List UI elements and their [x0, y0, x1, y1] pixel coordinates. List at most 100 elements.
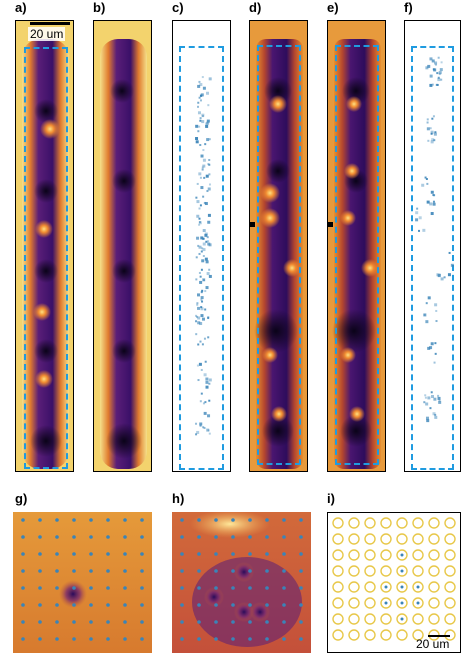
grid-ring	[396, 565, 408, 577]
scatter-point	[205, 124, 209, 128]
scatter-point	[201, 113, 205, 117]
grid-ring	[428, 613, 440, 625]
grid-dot	[214, 569, 218, 573]
scatter-point	[435, 309, 438, 312]
grid-dot	[38, 569, 42, 573]
scatter-point	[200, 250, 203, 253]
scatter-point	[197, 244, 200, 247]
scatter-point	[199, 322, 203, 326]
grid-dot	[21, 637, 25, 641]
grid-dot	[72, 552, 76, 556]
grid-dot	[231, 637, 235, 641]
panel-e-image	[327, 20, 386, 472]
grid-dot	[231, 569, 235, 573]
scatter-point	[437, 78, 441, 82]
scatter-point	[431, 117, 434, 120]
scatter-point	[195, 256, 198, 259]
scatter-point	[203, 201, 206, 204]
ring-center-dot	[416, 601, 420, 605]
scatter-point	[202, 86, 206, 90]
grid-dot	[180, 603, 184, 607]
scatter-point	[201, 76, 204, 79]
grid-dot	[197, 552, 201, 556]
scatter-point	[198, 252, 201, 255]
scatter-point	[204, 257, 208, 261]
scatter-point	[200, 314, 204, 318]
grid-ring	[428, 517, 440, 529]
scatter-point	[208, 432, 211, 435]
grid-dot	[106, 603, 110, 607]
grid-dot	[248, 603, 252, 607]
grid-dot	[89, 603, 93, 607]
scatter-point	[426, 419, 430, 423]
grid-ring	[332, 613, 344, 625]
scatter-point	[198, 96, 201, 99]
grid-dot	[140, 637, 144, 641]
grid-ring	[364, 549, 376, 561]
grid-ring	[412, 565, 424, 577]
scatter-point	[196, 302, 199, 305]
grid-dot	[89, 535, 93, 539]
panel-e-region-outline	[335, 45, 379, 465]
grid-ring	[348, 549, 360, 561]
grid-dot	[55, 552, 59, 556]
scatter-point	[450, 263, 454, 267]
scatter-point	[425, 66, 429, 70]
scatter-point	[202, 426, 205, 429]
grid-ring	[380, 565, 392, 577]
scatter-point	[447, 273, 451, 277]
scatter-point	[199, 424, 202, 427]
grid-dot	[89, 637, 93, 641]
scatter-point	[208, 163, 211, 166]
grid-ring	[348, 565, 360, 577]
scatter-point	[207, 104, 210, 107]
grid-dot	[38, 603, 42, 607]
scatter-point	[198, 223, 201, 226]
scatter-point	[204, 401, 207, 404]
scatter-point	[204, 232, 208, 236]
scatter-point	[435, 320, 438, 323]
scatter-point	[204, 360, 207, 363]
grid-dot	[299, 518, 303, 522]
scatter-point	[434, 415, 438, 419]
grid-ring	[332, 517, 344, 529]
scatter-point	[196, 214, 200, 218]
scatter-point	[199, 99, 202, 102]
scatter-point	[205, 377, 209, 381]
grid-ring	[348, 597, 360, 609]
scatter-point	[205, 385, 209, 389]
scatter-point	[200, 291, 203, 294]
scatter-point	[443, 276, 446, 279]
scatter-point	[200, 307, 204, 311]
grid-dot	[123, 518, 127, 522]
scale-bar-bottom	[428, 635, 450, 637]
scatter-point	[201, 317, 205, 321]
scatter-point	[424, 396, 427, 399]
grid-dot	[72, 620, 76, 624]
grid-ring	[428, 533, 440, 545]
scatter-point	[201, 343, 204, 346]
grid-dot	[231, 518, 235, 522]
scatter-point	[437, 76, 440, 79]
scatter-point	[424, 394, 427, 397]
grid-ring	[364, 629, 376, 641]
grid-dot	[231, 620, 235, 624]
scatter-point	[195, 140, 199, 144]
grid-dot	[282, 620, 286, 624]
grid-ring	[348, 613, 360, 625]
grid-dot	[197, 569, 201, 573]
scatter-point	[199, 340, 202, 343]
scatter-point	[207, 220, 211, 224]
scatter-point	[206, 236, 209, 239]
scatter-point	[197, 111, 201, 115]
grid-dot	[38, 535, 42, 539]
scatter-point	[202, 248, 206, 252]
scatter-point	[204, 233, 208, 237]
grid-dot	[248, 586, 252, 590]
grid-dot	[106, 569, 110, 573]
scatter-point	[425, 416, 429, 420]
grid-ring	[332, 629, 344, 641]
scatter-point	[427, 296, 431, 300]
scatter-point	[196, 236, 200, 240]
grid-ring	[444, 597, 456, 609]
